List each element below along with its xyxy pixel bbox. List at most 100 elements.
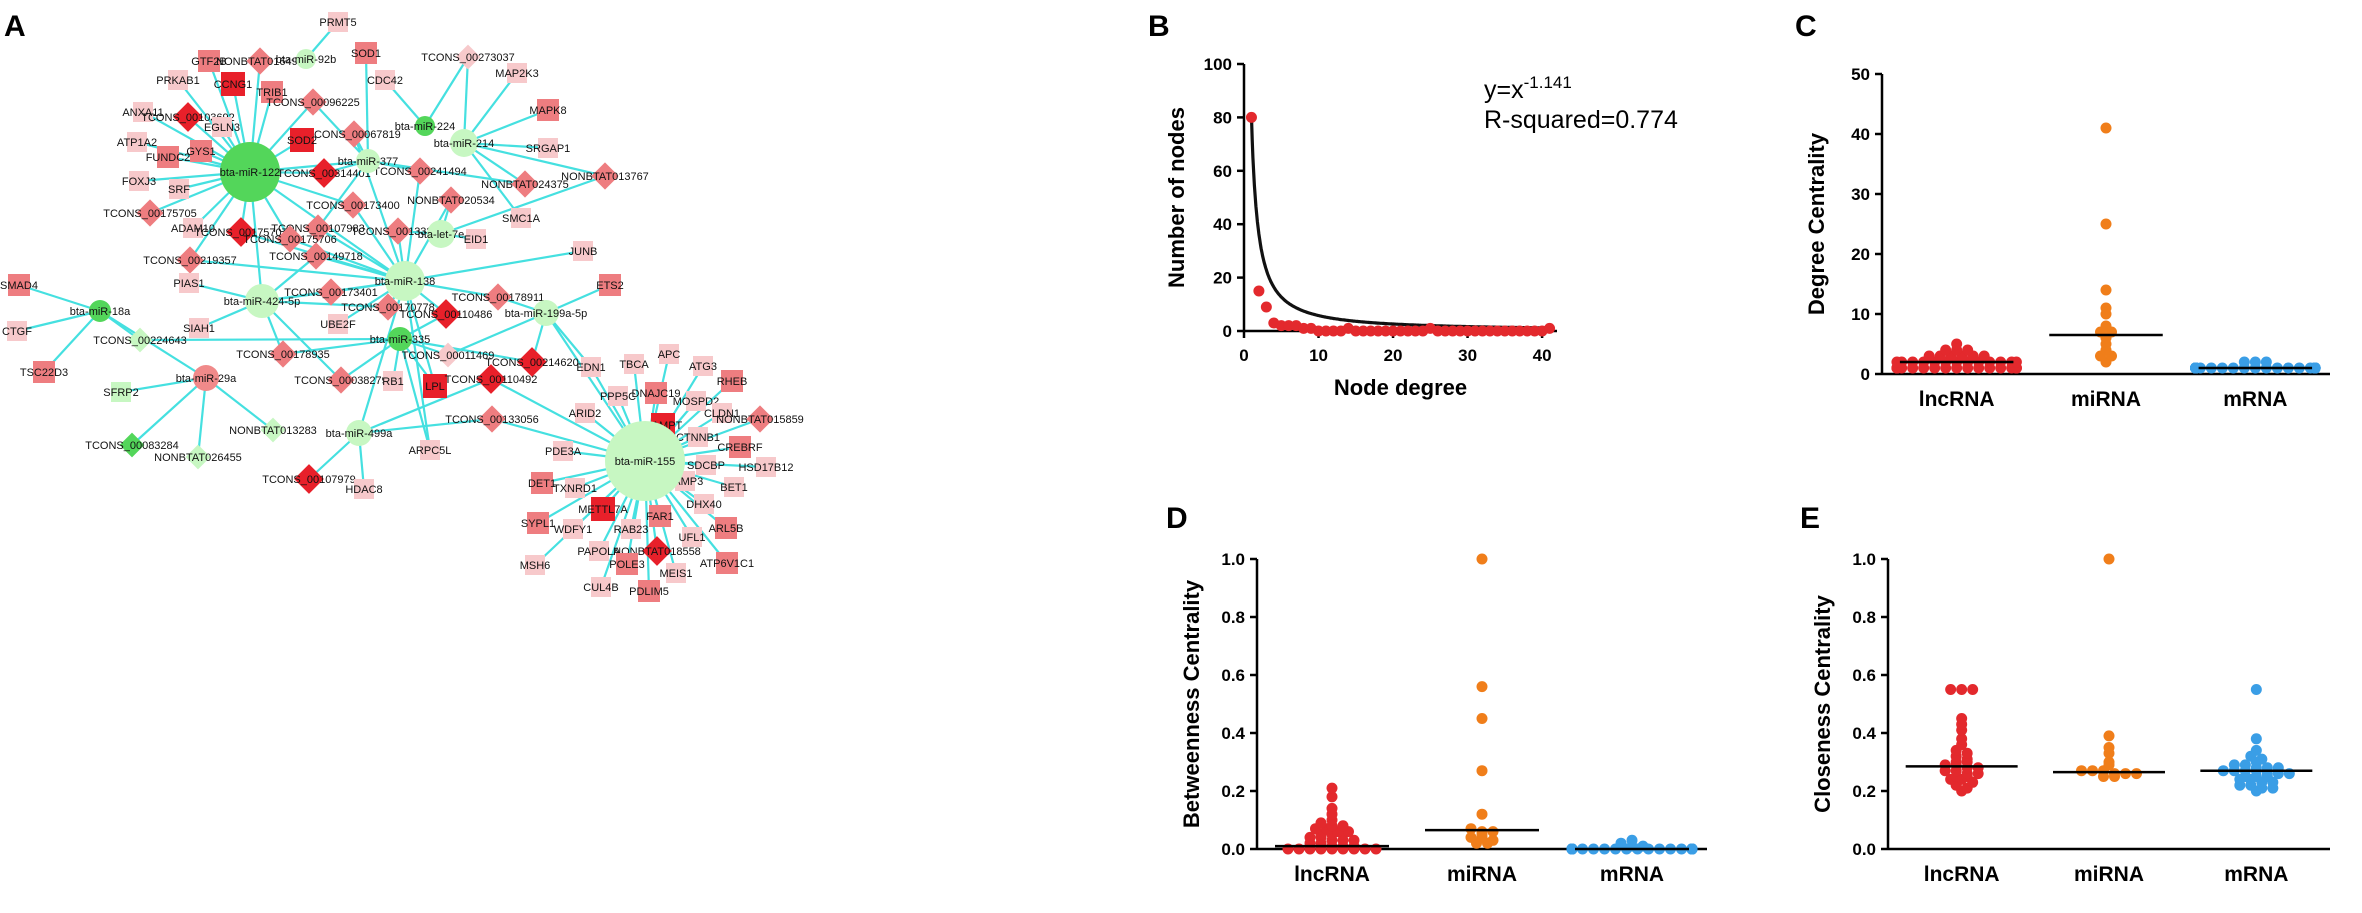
mirna-hub-bta-mir-424-5p: bta-miR-424-5p (224, 284, 300, 318)
network-node-label: TCONS_00178935 (236, 349, 330, 361)
centrality-point-mirna (2103, 742, 2115, 753)
network-edge (196, 377, 208, 458)
mirna-hub-label: bta-miR-214 (434, 138, 495, 150)
gene-square-marker (375, 70, 395, 90)
network-node-label: CREBRF (717, 442, 763, 454)
network-edge (463, 141, 606, 178)
network-node-label: RHEB (717, 376, 748, 388)
network-node-label: ARID2 (569, 408, 601, 420)
mirna-hub-label: bta-miR-424-5p (224, 296, 300, 308)
betweenness-centrality-chart: 0.0 0.2 0.4 0.6 0.8 1.0 Betweenness Centrality… (1179, 550, 1707, 886)
lncrna-diamond-marker (431, 299, 461, 329)
network-node-label: TCONS_00067819 (307, 129, 401, 141)
gene-square-marker (553, 441, 573, 461)
gene-square-marker (716, 552, 738, 574)
x-axis-title: Node degree (1334, 375, 1467, 400)
network-node-label: MSH6 (520, 560, 551, 572)
network-node-label: TCONS_00314401 (277, 168, 371, 180)
network-node-label: TCONS_00224643 (93, 335, 187, 347)
network-node-label: NONBTAT020534 (407, 195, 495, 207)
x-tick-label: 30 (1458, 346, 1477, 365)
network-node-tcons-00178935: TCONS_00178935 (236, 340, 330, 368)
y-tick-label: 30 (1851, 185, 1870, 204)
gene-square-marker (168, 70, 188, 90)
network-node-label: SYPL1 (521, 518, 555, 530)
network-node-ctnnb1: CTNNB1 (676, 427, 720, 447)
centrality-point-mirna (2100, 284, 2112, 296)
centrality-point-mirna (2100, 302, 2112, 314)
mirna-hub-bta-mir-155: bta-miR-155 (605, 421, 685, 501)
lncrna-diamond-marker (339, 191, 367, 219)
centrality-point-mirna (2103, 756, 2115, 768)
centrality-point-mrna (2250, 684, 2262, 695)
network-node-label: SMC1A (502, 213, 541, 225)
gene-square-marker (682, 527, 702, 547)
network-node-label: TCONS_00175705 (103, 208, 197, 220)
network-node-tcons-00096225: TCONS_00096225 (266, 88, 360, 116)
network-node-label: CTGF (2, 326, 32, 338)
gene-square-marker (290, 128, 314, 152)
y-tick-label: 1.0 (1852, 550, 1876, 569)
network-node-det1: DET1 (528, 472, 556, 494)
r-squared-label: R-squared=0.774 (1484, 106, 1678, 134)
centrality-point-mrna (2260, 356, 2272, 368)
network-node-arl5b: ARL5B (709, 517, 743, 539)
y-tick-label: 10 (1851, 305, 1870, 324)
degree-point (1245, 111, 1257, 123)
mirna-hub-label: bta-miR-18a (70, 306, 131, 318)
y-tick-label: 0.8 (1221, 608, 1245, 627)
centrality-point-mirna (1476, 808, 1488, 820)
gene-square-marker (591, 577, 611, 597)
centrality-point-lncrna (1961, 747, 1973, 759)
y-tick-label: 1.0 (1221, 550, 1245, 569)
centrality-point-lncrna (1951, 338, 1963, 350)
gene-square-marker (693, 356, 713, 376)
lncrna-diamond-marker (327, 366, 355, 394)
centrality-point-mirna (2131, 768, 2142, 780)
centrality-point-mrna (2249, 356, 2261, 368)
network-node-label: TCONS_00103692 (141, 112, 235, 124)
gene-square-marker (7, 321, 27, 341)
panel-letter-a: A (4, 10, 26, 43)
network-node-edn1: EDN1 (576, 357, 606, 377)
y-tick-label: 40 (1213, 215, 1232, 234)
fit-equation-exponent: -1.141 (1524, 73, 1572, 92)
mirna-hub-label: bta-miR-199a-5p (505, 308, 588, 320)
network-node-label: TCONS_00038279 (294, 375, 388, 387)
network-node-label: FAR1 (646, 511, 674, 523)
network-node-gtf2b: GTF2B (191, 50, 227, 72)
mirna-hub-bta-mir-92b: bta-miR-92b (276, 49, 336, 69)
network-node-label: EGLN3 (204, 122, 240, 134)
degree-point (1253, 285, 1265, 297)
network-node-crebrf: CREBRF (717, 436, 763, 458)
network-node-label: TCONS_00175707 (194, 227, 288, 239)
gene-square-marker (221, 72, 245, 96)
centrality-point-lncrna (1337, 820, 1349, 832)
network-node-label: SFRP2 (103, 387, 138, 399)
gene-square-marker (712, 403, 732, 423)
network-node-prmt5: PRMT5 (319, 12, 357, 32)
network-node-label: DET1 (528, 478, 556, 490)
network-node-label: ANXA11 (122, 107, 163, 119)
network-node-tcons-00314401: TCONS_00314401 (277, 158, 371, 188)
gene-square-marker (688, 427, 708, 447)
network-edge (447, 311, 547, 357)
gene-square-marker (190, 140, 212, 162)
network-node-label: TCONS_00083284 (85, 440, 179, 452)
gene-square-marker (599, 274, 621, 296)
network-node-label: ARPC5L (409, 445, 452, 457)
gene-square-marker (589, 541, 609, 561)
network-node-tbca: TBCA (619, 354, 649, 374)
network-node-label: PDE3A (545, 446, 582, 458)
mirna-hub-label: bta-miR-499a (326, 428, 394, 440)
x-tick-label: 0 (1239, 346, 1248, 365)
x-tick-label: 40 (1533, 346, 1552, 365)
network-node-label: NONBTAT016498 (216, 56, 304, 68)
centrality-point-mrna (2228, 759, 2240, 771)
network-node-tcons-00011469: TCONS_00011469 (402, 342, 494, 368)
network-node-label: TCONS_00110486 (400, 309, 493, 321)
centrality-point-mirna (1476, 826, 1488, 838)
network-node-nonbtat020534: NONBTAT020534 (407, 186, 495, 214)
lncrna-diamond-marker (226, 217, 256, 247)
